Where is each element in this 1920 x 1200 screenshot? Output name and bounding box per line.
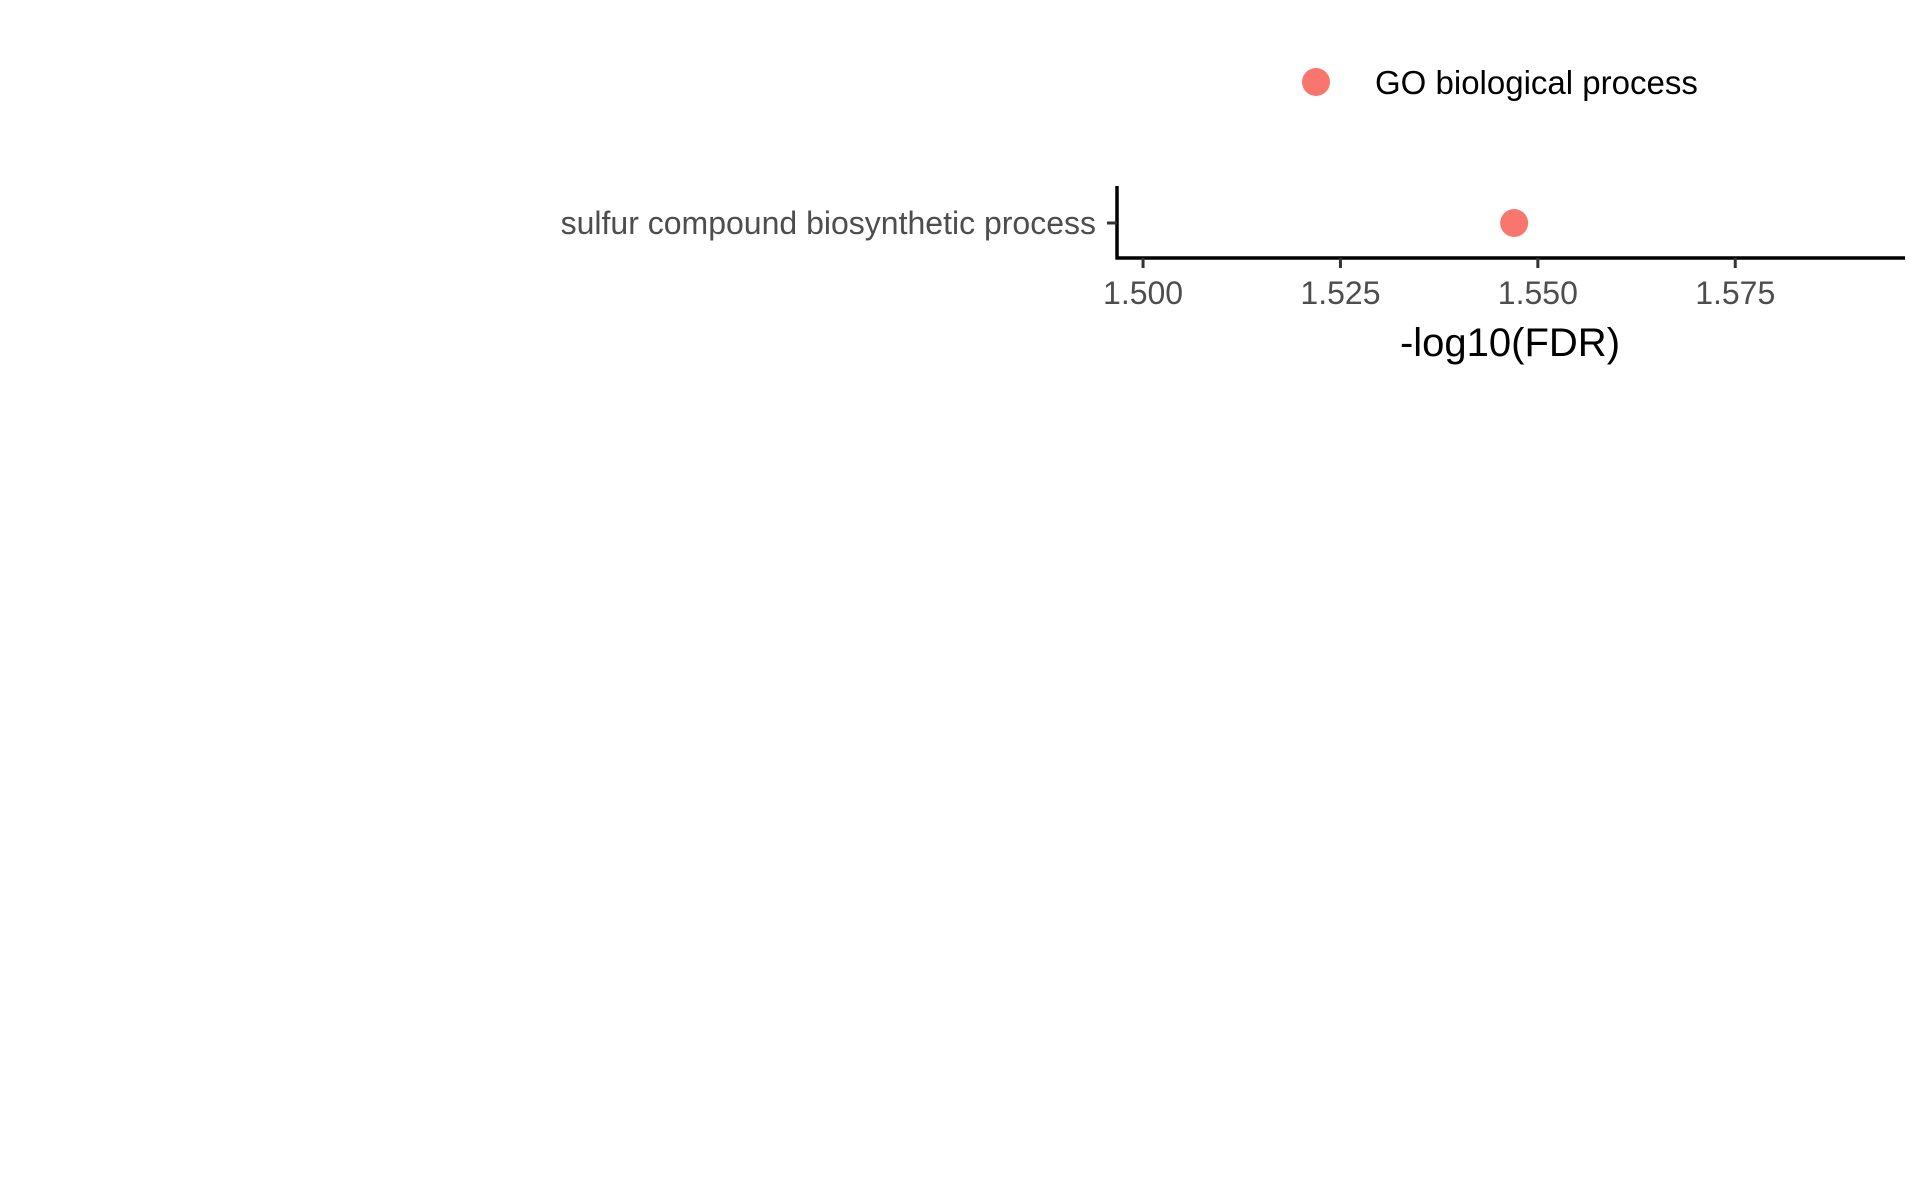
y-axis: sulfur compound biosynthetic process	[561, 186, 1119, 260]
data-point	[1500, 209, 1529, 237]
x-axis-title: -log10(FDR)	[1400, 321, 1620, 365]
x-axis: 1.500 1.525 1.550 1.575	[1103, 256, 1905, 311]
data-points	[1500, 209, 1529, 237]
legend-key-go-biological-process	[1302, 68, 1330, 96]
legend-label: GO biological process	[1375, 64, 1698, 101]
y-tick-label: sulfur compound biosynthetic process	[561, 205, 1096, 241]
legend: GO biological process	[1302, 64, 1698, 101]
x-tick-label: 1.525	[1300, 275, 1380, 311]
x-tick-label: 1.550	[1498, 275, 1578, 311]
x-tick-label: 1.500	[1103, 275, 1183, 311]
x-tick-label: 1.575	[1695, 275, 1775, 311]
